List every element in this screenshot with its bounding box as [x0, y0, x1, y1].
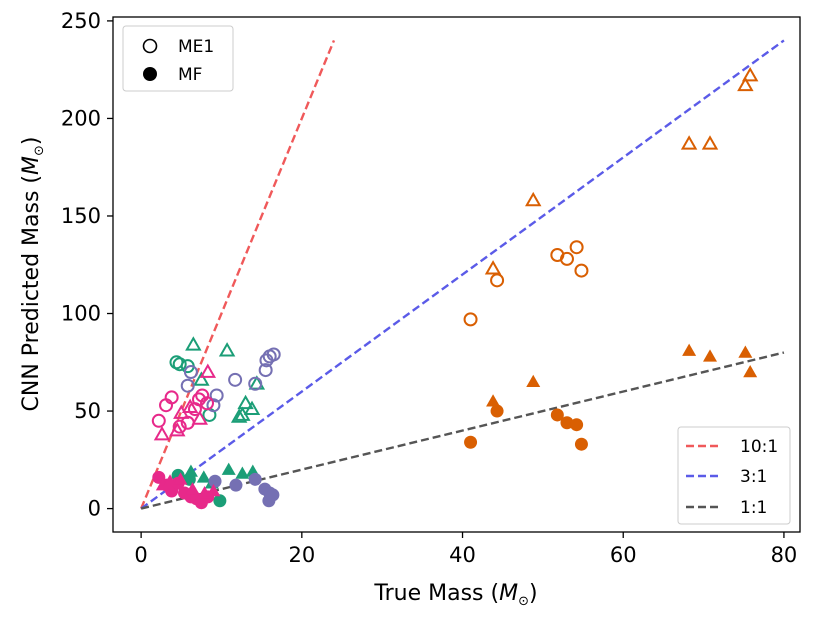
data-point-1-18 — [183, 464, 198, 477]
data-point-0-16 — [570, 418, 584, 432]
data-point-0-4 — [569, 240, 584, 255]
data-point-0-13 — [490, 404, 504, 418]
data-point-0-9 — [701, 135, 719, 150]
data-point-3-13 — [191, 410, 209, 425]
data-point-1-9 — [234, 406, 251, 421]
data-point-1-16 — [235, 466, 250, 479]
data-point-3-0 — [151, 413, 166, 428]
data-point-2-6 — [258, 363, 273, 378]
data-point-3-14 — [199, 363, 217, 378]
data-point-0-3 — [559, 251, 574, 266]
data-point-0-15 — [560, 416, 574, 430]
data-point-1-10 — [230, 408, 248, 423]
data-point-0-14 — [550, 408, 564, 422]
data-point-0-6 — [484, 260, 502, 275]
data-point-1-7 — [237, 394, 254, 410]
y-tick-label: 150 — [61, 204, 101, 228]
x-tick-label: 40 — [449, 543, 476, 567]
data-point-0-23 — [743, 365, 758, 378]
legend-label-10-1: 10:1 — [740, 437, 778, 457]
x-axis-ticks: 0 20 40 60 80 — [134, 532, 797, 567]
y-tick-label: 200 — [61, 106, 101, 130]
data-point-3-25 — [163, 474, 178, 487]
data-point-3-10 — [169, 422, 186, 437]
data-point-3-9 — [153, 425, 171, 441]
data-point-0-5 — [574, 263, 589, 278]
ratio-line-3-1 — [140, 39, 785, 510]
data-point-0-22 — [738, 345, 753, 358]
y-tick-label: 250 — [61, 9, 101, 33]
data-point-2-2 — [206, 398, 221, 413]
data-point-0-11 — [741, 67, 759, 82]
x-tick-label: 80 — [771, 543, 798, 567]
ratio-legend: 10:1 3:1 1:1 — [677, 426, 791, 525]
data-points — [151, 67, 759, 510]
data-point-0-0 — [463, 312, 478, 327]
data-point-1-15 — [221, 462, 236, 475]
data-point-1-19 — [196, 470, 211, 483]
data-point-2-3 — [209, 388, 224, 403]
data-point-0-21 — [703, 349, 718, 362]
data-point-0-18 — [486, 394, 501, 407]
data-point-0-19 — [526, 374, 541, 388]
legend-label-mf: MF — [178, 65, 202, 85]
data-point-2-5 — [248, 376, 263, 391]
x-tick-label: 20 — [288, 543, 315, 567]
data-point-1-1 — [172, 357, 187, 372]
y-tick-label: 0 — [88, 497, 101, 521]
data-point-3-2 — [164, 390, 179, 405]
data-point-0-12 — [464, 435, 478, 449]
legend-filled-circle-marker — [143, 67, 157, 81]
data-point-1-6 — [193, 371, 210, 386]
plot-frame — [112, 16, 801, 533]
ratio-line-1-1 — [140, 351, 785, 510]
x-tick-label: 0 — [134, 543, 147, 567]
y-axis-label: CNN Predicted Mass (M⊙) — [19, 137, 47, 412]
data-point-1-14 — [213, 494, 227, 508]
data-point-1-4 — [185, 336, 202, 351]
data-point-2-9 — [266, 347, 281, 362]
data-point-3-27 — [185, 482, 200, 495]
data-point-3-24 — [155, 478, 170, 491]
ratio-legend-box — [677, 426, 791, 525]
data-point-3-8 — [200, 396, 215, 411]
x-tick-label: 60 — [610, 543, 637, 567]
marker-legend: ME1 MF — [122, 25, 234, 92]
x-axis-label: True Mass (M⊙) — [373, 581, 537, 609]
data-point-0-10 — [737, 76, 754, 92]
data-point-2-11 — [229, 478, 243, 492]
y-axis-ticks: 0 50 100 150 200 250 — [61, 9, 113, 521]
data-point-2-0 — [180, 378, 195, 393]
data-point-1-5 — [218, 342, 236, 357]
data-point-3-12 — [181, 398, 199, 414]
y-tick-label: 50 — [74, 399, 101, 423]
data-point-0-17 — [574, 437, 588, 451]
y-tick-label: 100 — [61, 302, 101, 326]
data-point-3-3 — [172, 419, 187, 434]
data-point-3-29 — [206, 484, 221, 497]
legend-label-me1: ME1 — [178, 37, 214, 57]
data-point-2-16 — [262, 494, 276, 508]
data-point-2-4 — [228, 372, 243, 387]
legend-open-circle-marker — [142, 38, 158, 54]
legend-label-3-1: 3:1 — [740, 467, 767, 487]
legend-label-1-1: 1:1 — [740, 498, 767, 518]
data-point-2-1 — [183, 365, 198, 380]
data-point-3-26 — [173, 472, 188, 485]
data-point-2-10 — [208, 474, 222, 488]
data-point-0-8 — [680, 135, 698, 150]
data-point-1-8 — [243, 400, 261, 415]
data-point-0-7 — [525, 191, 542, 207]
data-point-2-12 — [248, 472, 262, 486]
data-point-0-20 — [682, 343, 697, 356]
data-point-3-6 — [191, 392, 206, 407]
